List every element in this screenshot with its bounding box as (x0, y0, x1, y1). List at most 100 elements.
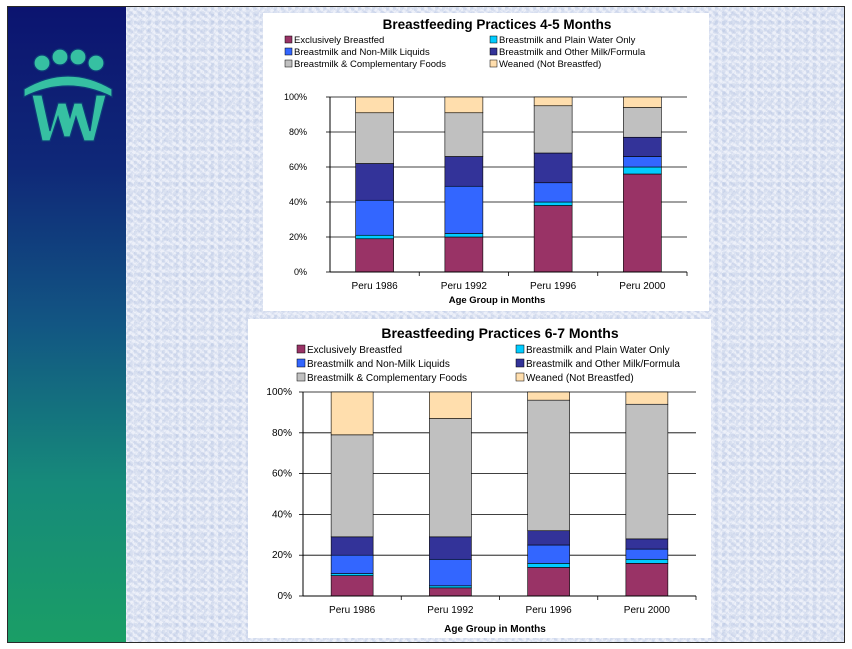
chart-card-4-5-months: Breastfeeding Practices 4-5 Months Exclu… (263, 13, 709, 311)
chart-6-7-months: Breastfeeding Practices 6-7 Months Exclu… (266, 325, 697, 635)
legend-item: Breastmilk & Complementary Foods (284, 59, 446, 70)
legend-swatch (489, 47, 498, 56)
y-tick-label: 40% (272, 509, 292, 520)
bar-segment (623, 136, 662, 157)
y-tick-label: 100% (284, 92, 307, 102)
chart-title: Breastfeeding Practices 4-5 Months (383, 17, 612, 32)
y-tick-label: 20% (272, 550, 292, 561)
x-tick-label: Peru 1986 (329, 605, 376, 616)
legend-label: Exclusively Breastfed (294, 35, 384, 46)
bar-segment (330, 575, 374, 597)
legend-label: Breastmilk & Complementary Foods (307, 373, 467, 384)
bar-segment (533, 201, 573, 206)
bar-segment (623, 156, 662, 168)
legend-label: Breastmilk and Non-Milk Liquids (307, 359, 450, 370)
legend-label: Breastmilk and Plain Water Only (526, 345, 670, 356)
bar-segment (429, 587, 472, 597)
bar-segment (625, 558, 669, 564)
legend-item: Breastmilk and Non-Milk Liquids (284, 47, 430, 58)
legend-swatch (284, 47, 293, 56)
slide: Breastfeeding Practices 4-5 Months Exclu… (7, 6, 845, 643)
bar-segment (533, 182, 573, 203)
legend-item: Breastmilk and Other Milk/Formula (489, 47, 646, 58)
bar-segment (625, 538, 669, 550)
bar-segment (623, 96, 662, 108)
chart-title: Breastfeeding Practices 6-7 Months (381, 325, 619, 341)
legend-swatch (284, 59, 293, 68)
legend-swatch (296, 372, 306, 382)
chart-4-5-months: Breastfeeding Practices 4-5 Months Exclu… (284, 17, 688, 306)
bar-segment (444, 96, 484, 114)
bar-segment (527, 391, 570, 401)
y-tick-label: 80% (289, 127, 307, 137)
bar-segment (330, 391, 374, 436)
legend-swatch (515, 372, 525, 382)
y-tick-label: 20% (289, 232, 307, 242)
legend-swatch (489, 35, 498, 44)
bar-segment (533, 105, 573, 154)
plot-area: 0% 20% 40% 60% 80% 100% Peru 1986 Peru 1992 Peru… (284, 92, 688, 292)
bar-segment (355, 163, 394, 201)
legend: Exclusively Breastfed Breastmilk and Pla… (296, 344, 680, 384)
legend-item: Weaned (Not Breastfed) (515, 372, 634, 384)
legend-swatch (515, 358, 525, 368)
bar-segment (527, 530, 570, 546)
bar-segment (625, 563, 669, 597)
bar-segment (533, 152, 573, 184)
bar-segment (527, 544, 570, 564)
legend-label: Breastmilk and Plain Water Only (499, 35, 636, 46)
bar-segment (355, 234, 394, 240)
plot-area: 0% 20% 40% 60% 80% 100% Peru 1986 Peru 1992 Peru… (266, 387, 697, 616)
legend-swatch (489, 59, 498, 68)
y-tick-label: 40% (289, 197, 307, 207)
legend-label: Breastmilk and Other Milk/Formula (526, 359, 680, 370)
bar-segment (330, 573, 374, 576)
bar-segment (527, 567, 570, 597)
legend-label: Breastmilk and Non-Milk Liquids (294, 47, 430, 58)
y-tick-label: 0% (294, 267, 307, 277)
bar-segment (623, 166, 662, 175)
bar-segment (625, 548, 669, 560)
sidebar-band (8, 7, 126, 642)
bar-segment (444, 112, 484, 157)
bar-segment (355, 199, 394, 236)
bar-segment (355, 238, 394, 273)
legend-item: Exclusively Breastfed (284, 35, 384, 46)
x-tick-label: Peru 1986 (352, 281, 399, 292)
legend-item: Weaned (Not Breastfed) (489, 59, 601, 70)
legend-label: Exclusively Breastfed (307, 345, 402, 356)
bar-segment (527, 563, 570, 568)
legend-swatch (296, 358, 306, 368)
legend-item: Exclusively Breastfed (296, 344, 402, 356)
y-tick-label: 60% (272, 469, 292, 480)
legend-swatch (284, 35, 293, 44)
x-axis-label: Age Group in Months (449, 295, 546, 306)
x-tick-label: Peru 1992 (441, 281, 488, 292)
bar-segment (355, 112, 394, 164)
x-tick-label: Peru 2000 (624, 605, 671, 616)
y-tick-label: 0% (278, 591, 293, 602)
y-tick-label: 80% (272, 428, 292, 439)
x-tick-label: Peru 1992 (427, 605, 474, 616)
bar-segment (444, 233, 484, 238)
x-tick-label: Peru 1996 (530, 281, 577, 292)
y-tick-label: 60% (289, 162, 307, 172)
legend: Exclusively Breastfed Breastmilk and Pla… (284, 35, 646, 70)
y-tick-label: 100% (266, 387, 292, 398)
legend-label: Breastmilk & Complementary Foods (294, 59, 446, 70)
bar-segment (429, 391, 472, 419)
chart-card-6-7-months: Breastfeeding Practices 6-7 Months Exclu… (248, 319, 711, 638)
bar-segment (623, 173, 662, 273)
x-tick-label: Peru 1996 (526, 605, 573, 616)
legend-swatch (515, 344, 525, 354)
bar-segment (429, 558, 472, 587)
legend-item: Breastmilk and Plain Water Only (489, 35, 636, 46)
family-logo (23, 48, 113, 142)
bar-segment (330, 536, 374, 556)
legend-item: Breastmilk and Plain Water Only (515, 344, 670, 356)
bar-segment (527, 399, 570, 532)
legend-item: Breastmilk & Complementary Foods (296, 372, 467, 384)
bar-segment (533, 205, 573, 273)
bar-segment (444, 185, 484, 234)
bar-segment (623, 107, 662, 138)
